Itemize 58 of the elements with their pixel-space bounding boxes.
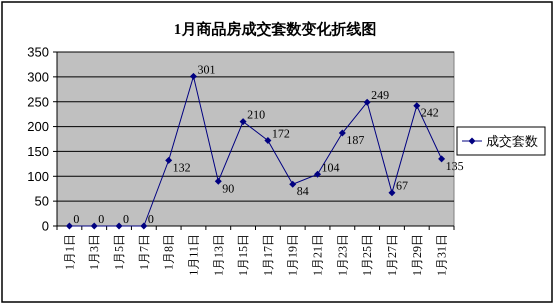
data-label: 0	[123, 212, 130, 226]
x-tick-label: 1月25日	[360, 234, 374, 276]
y-tick-label: 0	[42, 218, 49, 234]
data-label: 0	[148, 212, 154, 226]
x-tick-label: 1月15日	[236, 234, 250, 276]
point	[338, 130, 346, 137]
y-tick-label: 300	[27, 69, 49, 84]
data-label: 84	[296, 184, 309, 198]
point	[90, 222, 98, 230]
x-tick-label: 1月21日	[310, 234, 325, 276]
y-tick-label: 350	[27, 44, 49, 60]
legend-label: 成交套数	[486, 134, 538, 149]
point	[314, 170, 322, 178]
y-tick-label: 200	[27, 119, 49, 134]
data-label: 249	[371, 88, 390, 102]
data-label: 187	[346, 133, 364, 148]
point	[165, 156, 172, 164]
point	[240, 118, 247, 126]
x-tick-label: 1月27日	[384, 234, 399, 276]
point	[116, 222, 123, 230]
chart-title: 1月商品房成交套数变化折线图	[174, 20, 376, 38]
data-label: 242	[420, 106, 439, 120]
x-tick-label: 1月23日	[335, 234, 350, 276]
data-label: 67	[396, 178, 408, 193]
point	[438, 155, 446, 162]
x-tick-label: 1月17日	[260, 234, 275, 276]
y-tick-label: 50	[34, 194, 49, 209]
x-tick-label: 1月13日	[211, 234, 226, 276]
point	[140, 222, 148, 230]
data-label: 132	[172, 160, 191, 174]
x-tick-label: 1月29日	[410, 234, 424, 276]
point	[289, 180, 296, 188]
x-tick-label: 1月1日	[62, 234, 76, 270]
x-tick-label: 1月3日	[87, 234, 102, 270]
data-label: 172	[272, 126, 290, 140]
point	[264, 136, 272, 144]
data-label: 135	[446, 158, 464, 173]
data-label: 104	[322, 160, 340, 174]
data-label: 0	[73, 212, 80, 226]
data-label: 301	[197, 62, 216, 76]
data-label: 0	[98, 212, 104, 226]
y-tick-label: 100	[27, 168, 49, 184]
point	[66, 222, 73, 230]
x-tick-label: 1月11日	[186, 234, 200, 276]
point	[364, 98, 371, 106]
data-label: 90	[222, 181, 234, 196]
x-tick-label: 1月31日	[434, 234, 449, 276]
point	[190, 72, 197, 80]
x-tick-label: 1月19日	[286, 234, 300, 276]
point	[388, 189, 396, 196]
x-tick-label: 1月7日	[136, 234, 151, 270]
y-tick-label: 250	[27, 94, 49, 110]
x-tick-label: 1月8日	[162, 234, 176, 270]
x-tick-label: 1月5日	[112, 234, 126, 270]
data-label: 210	[247, 108, 266, 122]
y-tick-label: 150	[27, 144, 49, 159]
point	[413, 102, 420, 110]
point	[214, 178, 222, 185]
